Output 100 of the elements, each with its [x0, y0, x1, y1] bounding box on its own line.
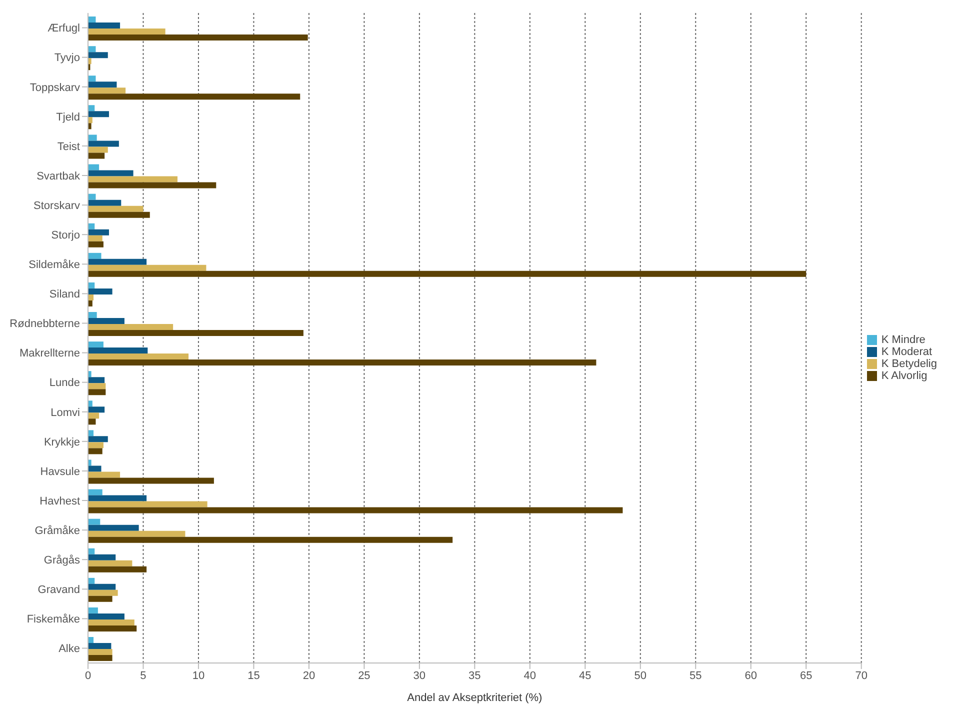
bar	[88, 252, 102, 259]
bar	[88, 94, 300, 100]
y-tick-label: Havsule	[40, 466, 80, 478]
bar	[88, 229, 109, 236]
x-tick-label: 55	[690, 670, 702, 682]
bar	[88, 507, 623, 514]
bar	[88, 383, 106, 390]
bar	[88, 466, 102, 472]
y-tick-label: Havhest	[40, 495, 80, 508]
bar	[88, 200, 122, 206]
y-tick-label: Krykkje	[44, 436, 80, 448]
bar	[88, 16, 96, 23]
bar	[88, 241, 104, 248]
bar	[88, 146, 108, 153]
bar	[88, 478, 214, 484]
y-tick-label: Siland	[49, 288, 80, 301]
bar	[88, 348, 148, 354]
y-tick-label: Svartbak	[36, 170, 80, 182]
bar	[88, 430, 94, 436]
bar	[88, 223, 95, 230]
bar	[88, 418, 96, 425]
bar	[88, 560, 132, 566]
bar	[88, 406, 105, 413]
bar	[88, 111, 109, 118]
bar	[88, 258, 147, 265]
legend-label: K Mindre	[881, 334, 926, 346]
x-tick-label: 20	[302, 670, 316, 682]
bar	[88, 578, 95, 584]
bar	[88, 176, 178, 182]
bar	[88, 625, 137, 632]
bar	[88, 46, 96, 52]
bar	[88, 194, 96, 200]
bar	[88, 389, 106, 396]
x-tick-label: 60	[744, 670, 757, 682]
bar	[88, 637, 94, 643]
bar	[88, 117, 92, 124]
bar	[88, 472, 120, 478]
y-tick-label: Teist	[57, 140, 80, 153]
bar	[88, 88, 126, 94]
x-tick-label: 15	[248, 670, 260, 682]
bar	[88, 354, 189, 360]
y-tick-label: Tyvjo	[54, 52, 80, 64]
bar	[88, 460, 92, 466]
x-tick-label: 35	[468, 670, 481, 682]
bar	[88, 607, 98, 614]
bar	[88, 590, 118, 596]
bar	[88, 270, 806, 277]
legend-label: K Betydelig	[881, 358, 937, 370]
bar	[88, 235, 102, 242]
bar	[88, 501, 208, 508]
bar	[88, 554, 116, 560]
bar	[88, 655, 112, 661]
bar	[88, 548, 95, 554]
bar	[88, 282, 95, 288]
bar	[88, 530, 186, 537]
bar	[88, 152, 105, 159]
y-tick-label: Ærfugl	[48, 22, 80, 35]
y-tick-label: Gravand	[38, 584, 80, 596]
bar	[88, 28, 166, 35]
y-tick-label: Makrellterne	[19, 348, 80, 360]
y-tick-label: Sildemåke	[28, 259, 80, 272]
bar	[88, 294, 94, 300]
bar	[88, 442, 104, 448]
y-tick-label: Lunde	[49, 377, 80, 390]
y-tick-label: Rødnebbterne	[10, 318, 80, 330]
x-tick-label: 30	[413, 670, 426, 682]
y-tick-label: Gråmåke	[34, 524, 80, 537]
bar	[88, 22, 120, 29]
bar	[88, 596, 112, 602]
bar	[88, 105, 95, 112]
bar	[88, 324, 174, 330]
bar	[88, 412, 100, 419]
y-tick-label: Grågås	[44, 554, 80, 566]
bar	[88, 288, 112, 294]
y-tick-label: Storjo	[51, 229, 80, 242]
bar	[88, 400, 92, 407]
bar	[88, 318, 124, 324]
bar	[88, 371, 92, 378]
x-tick-label: 45	[579, 670, 592, 682]
bar	[88, 264, 206, 271]
x-tick-label: 70	[855, 670, 868, 682]
bar	[88, 448, 102, 454]
bar	[88, 360, 596, 366]
bar	[88, 643, 112, 649]
bar	[88, 34, 308, 41]
bar	[88, 140, 119, 147]
bar	[88, 300, 92, 306]
bar	[88, 436, 108, 442]
bar	[88, 123, 92, 130]
bar	[88, 52, 108, 58]
y-tick-label: Storskarv	[34, 200, 80, 212]
bar	[88, 584, 116, 590]
bar	[88, 342, 104, 348]
bar	[88, 212, 150, 218]
bar	[88, 536, 453, 543]
x-tick-label: 40	[524, 670, 536, 682]
y-tick-label: Lomvi	[50, 406, 80, 419]
x-tick-label: 50	[634, 670, 647, 682]
x-tick-label: 65	[800, 670, 812, 682]
y-tick-label: Alke	[58, 643, 80, 656]
